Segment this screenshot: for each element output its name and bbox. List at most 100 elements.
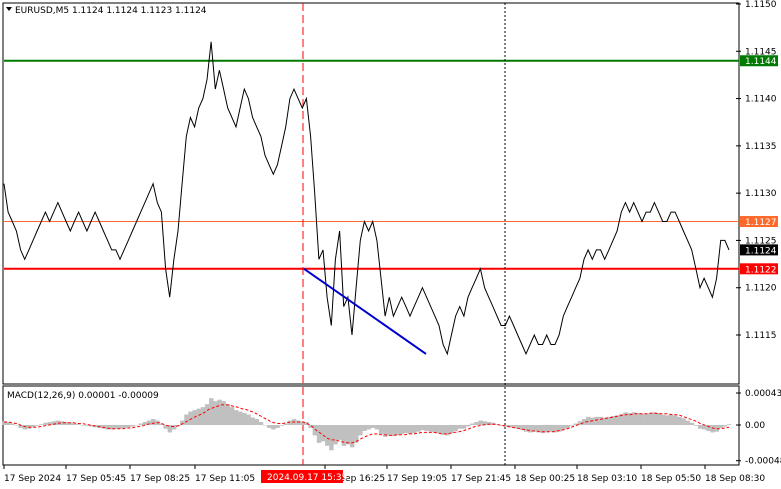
green-level-tag bbox=[740, 55, 778, 67]
macd-bar bbox=[76, 424, 81, 425]
macd-bar bbox=[84, 425, 90, 426]
macd-signal-line bbox=[4, 404, 730, 444]
macd-bar bbox=[619, 413, 624, 425]
macd-bar bbox=[204, 404, 210, 425]
macd-bar bbox=[565, 425, 570, 428]
trend-line[interactable] bbox=[303, 267, 427, 355]
macd-bar bbox=[702, 425, 707, 430]
macd-bar bbox=[465, 425, 471, 427]
macd-bar bbox=[470, 423, 475, 425]
macd-bar bbox=[341, 425, 347, 446]
price-tick-label: 1.1150 bbox=[745, 0, 777, 10]
macd-bar bbox=[333, 425, 338, 445]
time-tick-label: 17 Sep 05:45 bbox=[66, 474, 126, 484]
macd-bar bbox=[14, 425, 19, 426]
macd-bar bbox=[151, 419, 156, 425]
macd-bar bbox=[677, 416, 682, 425]
macd-bar bbox=[544, 425, 550, 433]
macd-bar bbox=[610, 416, 616, 425]
macd-bar bbox=[35, 425, 40, 426]
macd-bar bbox=[68, 422, 73, 425]
macd-bar bbox=[229, 407, 235, 425]
time-tick-label: 17 Sep 08:25 bbox=[130, 474, 190, 484]
macd-bar bbox=[142, 422, 148, 425]
macd-bar bbox=[515, 425, 521, 429]
macd-bar bbox=[416, 425, 421, 432]
macd-bar bbox=[47, 422, 52, 425]
time-tick-label: 17 Sep 11:05 bbox=[195, 474, 255, 484]
macd-bar bbox=[726, 424, 732, 425]
triangle-down-icon[interactable] bbox=[6, 7, 12, 11]
time-tick-label: 17 Sep 19:05 bbox=[387, 474, 447, 484]
macd-bar bbox=[590, 417, 595, 425]
macd-bar bbox=[644, 413, 649, 425]
macd-bar bbox=[101, 425, 106, 429]
macd-bar bbox=[387, 425, 392, 436]
macd-bar bbox=[664, 415, 670, 425]
macd-bar bbox=[209, 398, 214, 425]
macd-bar bbox=[200, 407, 206, 425]
macd-bar bbox=[399, 425, 405, 434]
macd-bar bbox=[428, 425, 434, 432]
macd-bar bbox=[453, 425, 458, 431]
macd-bar bbox=[217, 399, 222, 425]
macd-bar bbox=[146, 420, 152, 425]
macd-bar bbox=[254, 419, 260, 425]
macd-bar bbox=[296, 420, 301, 425]
time-axis: 17 Sep 2024 17 Sep 05:45 17 Sep 08:25 17 Se… bbox=[3, 465, 765, 484]
time-marker-label: 2024.09.17 15:35 bbox=[261, 470, 347, 483]
time-tick-label: 18 Sep 00:25 bbox=[515, 474, 575, 484]
macd-bar bbox=[159, 423, 164, 425]
macd-bar bbox=[312, 425, 318, 436]
red-level-tag bbox=[740, 263, 778, 275]
macd-bar bbox=[552, 425, 558, 433]
main-chart-frame bbox=[2, 2, 740, 385]
macd-bar bbox=[557, 425, 562, 432]
macd-bar bbox=[287, 420, 293, 425]
macd-bar bbox=[594, 416, 599, 425]
macd-bar bbox=[308, 425, 313, 428]
macd-bar bbox=[283, 423, 289, 425]
time-tick-label: 17 Sep 16:25 bbox=[325, 474, 385, 484]
macd-bar bbox=[329, 425, 334, 451]
price-tick-label: 1.1145 bbox=[745, 47, 777, 57]
macd-bar bbox=[540, 425, 545, 434]
macd-bar bbox=[395, 425, 400, 436]
macd-bar bbox=[482, 421, 487, 425]
macd-bar bbox=[577, 421, 583, 425]
macd-bar bbox=[536, 425, 541, 433]
macd-bar bbox=[436, 425, 442, 434]
macd-bar bbox=[105, 425, 110, 430]
macd-bar bbox=[461, 425, 467, 429]
macd-bar bbox=[117, 425, 123, 429]
macd-bar bbox=[685, 420, 690, 425]
macd-label: MACD(12,26,9) 0.00001 -0.00009 bbox=[7, 391, 159, 401]
macd-bar bbox=[325, 425, 330, 446]
macd-bar bbox=[511, 425, 516, 428]
macd-bar bbox=[196, 408, 202, 425]
macd-bar bbox=[250, 417, 255, 425]
macd-bar bbox=[72, 423, 77, 425]
macd-bar bbox=[134, 425, 139, 426]
macd-bar bbox=[499, 425, 504, 426]
macd-bar bbox=[354, 425, 359, 443]
macd-bar bbox=[474, 422, 479, 425]
svg-text:1.1124: 1.1124 bbox=[745, 246, 777, 256]
macd-bar bbox=[486, 422, 492, 425]
macd-bar bbox=[188, 411, 193, 425]
macd-bar bbox=[1, 421, 7, 425]
macd-bar bbox=[10, 423, 15, 425]
macd-bar bbox=[503, 425, 508, 427]
macd-bar bbox=[345, 425, 351, 445]
macd-bar bbox=[660, 414, 666, 425]
macd-bar bbox=[706, 425, 711, 431]
macd-bar bbox=[122, 425, 127, 428]
macd-bar bbox=[445, 425, 450, 436]
macd-tick-label: 0.00043 bbox=[745, 389, 781, 399]
macd-bar bbox=[88, 425, 94, 427]
macd-bar bbox=[126, 425, 131, 428]
macd-bar bbox=[64, 422, 69, 425]
current-price-tag: 1.1124 bbox=[740, 244, 778, 256]
macd-bar bbox=[55, 420, 61, 425]
